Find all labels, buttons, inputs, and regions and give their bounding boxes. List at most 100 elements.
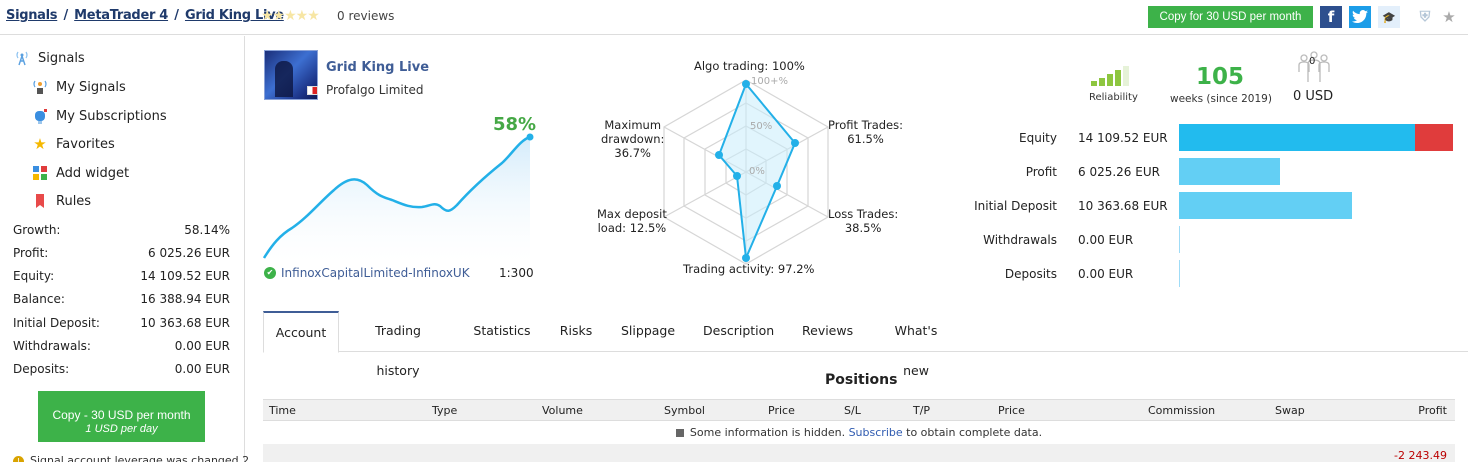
stat-label: Deposits: (13, 362, 70, 376)
stat-equity: Equity: 14 109.52 EUR (13, 269, 230, 283)
stat-initial-deposit: Initial Deposit: 10 363.68 EUR (13, 316, 230, 330)
breadcrumb-signal[interactable]: Grid King Live (184, 8, 284, 23)
breadcrumb-signals[interactable]: Signals (6, 8, 58, 23)
tab-slippage[interactable]: Slippage (621, 323, 676, 338)
sidebar-item-my-subscriptions[interactable]: My Subscriptions (31, 107, 167, 125)
stat-label: Equity: (13, 269, 55, 283)
widget-icon (31, 164, 49, 182)
bar-row-profit: Profit 6 025.26 EUR (960, 158, 1460, 186)
warning-icon: ! (13, 456, 24, 462)
copy-subscribe-button[interactable]: Copy - 30 USD per month 1 USD per day (38, 391, 205, 442)
radar-label-algo: Algo trading: 100% (694, 59, 805, 73)
lock-icon (675, 429, 684, 437)
sidebar-item-add-widget[interactable]: Add widget (31, 164, 129, 182)
label-line: Loss Trades: (828, 207, 899, 221)
col-commission: Commission (1148, 404, 1216, 417)
bar-label: Deposits (1004, 267, 1057, 281)
copy-price: Copy - 30 USD per month (52, 408, 191, 422)
sidebar-item-label: My Subscriptions (56, 108, 167, 124)
stat-value: 0.00 EUR (174, 339, 230, 353)
sidebar-item-my-signals[interactable]: My Signals (31, 78, 126, 96)
bar-row-withdrawals: Withdrawals 0.00 EUR (960, 226, 1460, 254)
label-line: Max deposit (597, 207, 667, 221)
equity-drawdown-bar (1415, 124, 1453, 151)
copy-signal-button[interactable]: Copy for 30 USD per month (1148, 6, 1313, 28)
tab-reviews[interactable]: Reviews (802, 323, 854, 338)
bookmark-icon (31, 192, 49, 210)
stat-withdrawals: Withdrawals: 0.00 EUR (13, 339, 230, 353)
info-text: Some information is hidden. (689, 426, 846, 439)
top-bar: Signals / MetaTrader 4 / Grid King Live … (0, 0, 1468, 35)
bar-value: 0.00 EUR (1078, 233, 1134, 247)
breadcrumb-metatrader4[interactable]: MetaTrader 4 (74, 8, 169, 23)
initial-deposit-bar (1179, 192, 1352, 219)
tab-risks[interactable]: Risks (559, 323, 593, 338)
subscribe-link[interactable]: Subscribe (848, 426, 903, 439)
col-tp: T/P (913, 404, 931, 417)
leverage: 1:300 (499, 266, 534, 280)
bar-value: 0.00 EUR (1078, 267, 1134, 281)
sidebar: Signals My Signals My Subscriptions ★ Fa… (0, 36, 249, 462)
col-close-price: Price (998, 404, 1025, 417)
col-type: Type (432, 404, 458, 417)
stat-value: 0.00 EUR (174, 362, 230, 376)
positions-table: Time Type Volume Symbol Price S/L T/P Pr… (263, 399, 1455, 462)
stat-value: 16 388.94 EUR (140, 292, 230, 306)
tab-trading-history[interactable]: Trading history (375, 323, 421, 378)
leverage-change-note: ! Signal account leverage was changed 2 (13, 454, 249, 462)
shield-icon[interactable]: ⛨ (1419, 9, 1431, 25)
stat-value: 10 363.68 EUR (140, 316, 230, 330)
label-line: 36.7% (614, 146, 651, 160)
bar-value: 10 363.68 EUR (1078, 199, 1168, 213)
bar-row-deposits: Deposits 0.00 EUR (960, 260, 1460, 288)
subscribers-icon (1298, 51, 1330, 82)
tab-whats-new[interactable]: What's new (894, 323, 938, 378)
stat-value: 6 025.26 EUR (148, 246, 230, 260)
stat-label: Withdrawals: (13, 339, 91, 353)
broker-server[interactable]: ✔ InfinoxCapitalLimited-InfinoxUK (264, 266, 470, 280)
weeks-count: 105 (1196, 64, 1245, 90)
tab-statistics[interactable]: Statistics (473, 323, 531, 338)
twitter-icon[interactable] (1349, 6, 1371, 28)
radar-grid-label: 50% (750, 121, 772, 132)
stat-growth: Growth: 58.14% (13, 223, 230, 237)
favorite-star-icon[interactable]: ★ (1442, 8, 1456, 26)
breadcrumb-separator: / (174, 8, 179, 23)
copy-daily-price: 1 USD per day (85, 423, 158, 435)
col-time: Time (269, 404, 296, 417)
col-sl: S/L (844, 404, 861, 417)
tab-bar: Account Trading history Statistics Risks… (263, 311, 1468, 378)
sidebar-item-label: My Signals (56, 79, 126, 95)
sidebar-item-favorites[interactable]: ★ Favorites (31, 135, 114, 153)
bar-row-initial-deposit: Initial Deposit 10 363.68 EUR (960, 192, 1460, 220)
radar-label-profit: Profit Trades: 61.5% (828, 118, 903, 146)
tab-account[interactable]: Account (263, 311, 339, 353)
radar-label-activity: Trading activity: 97.2% (683, 262, 815, 276)
broker-name: InfinoxCapitalLimited-InfinoxUK (281, 266, 470, 280)
bar-value: 6 025.26 EUR (1078, 165, 1160, 179)
rating-stars[interactable]: ★★★★★ (261, 8, 320, 24)
bar-value: 14 109.52 EUR (1078, 131, 1168, 145)
signal-owner[interactable]: Profalgo Limited (326, 83, 424, 97)
signal-name[interactable]: Grid King Live (326, 60, 430, 75)
total-profit: -2 243.49 (1394, 449, 1447, 462)
weeks-label: weeks (since 2019) (1170, 93, 1272, 105)
star-icon: ★ (33, 135, 47, 153)
reviews-count: 0 reviews (337, 9, 395, 23)
subscribers-count: 0 (1309, 56, 1316, 67)
tab-description[interactable]: Description (703, 323, 775, 338)
stat-deposits: Deposits: 0.00 EUR (13, 362, 230, 376)
sidebar-item-rules[interactable]: Rules (31, 192, 91, 210)
bar-row-equity: Equity 14 109.52 EUR (960, 124, 1460, 152)
breadcrumb: Signals / MetaTrader 4 / Grid King Live (6, 8, 284, 23)
radar-label-deposit-load: Max deposit load: 12.5% (597, 207, 667, 235)
verified-check-icon: ✔ (264, 267, 276, 279)
education-icon[interactable]: 🎓 (1378, 6, 1400, 28)
country-flag-icon (307, 86, 318, 95)
radar-grid-label: 100+% (751, 76, 788, 87)
sidebar-item-signals[interactable]: Signals (13, 49, 85, 67)
bar-label: Profit (1025, 165, 1057, 179)
facebook-icon[interactable]: f (1320, 6, 1342, 28)
radar-label-drawdown: Maximum drawdown: 36.7% (601, 118, 664, 160)
positions-total-row: -2 243.49 (263, 444, 1455, 462)
